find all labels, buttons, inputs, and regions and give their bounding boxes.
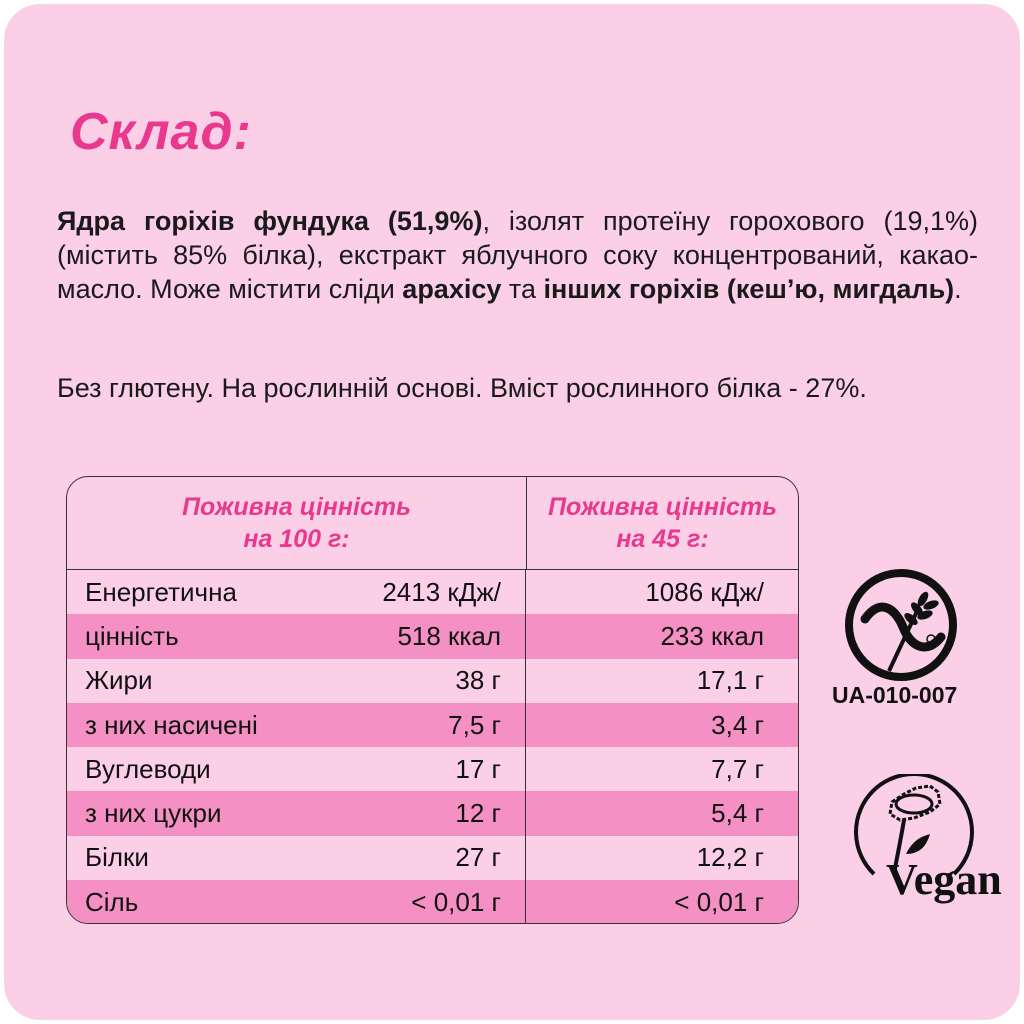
value-per-45g: < 0,01 г	[674, 886, 764, 917]
allergen-nuts: інших горіхів (кеш’ю, мигдаль)	[543, 274, 955, 304]
nutrient-label: з них насичені	[85, 709, 258, 740]
cell-per-100g: Білки 27 г	[67, 835, 526, 881]
ingredient-text: , ізолят протеїну горохового (19,1%) (мі…	[57, 206, 978, 304]
value-per-45g: 1086 кДж/	[645, 576, 764, 607]
nutrient-label: Білки	[85, 842, 149, 873]
cell-per-100g: з них цукри 12 г	[67, 791, 526, 836]
cell-per-45g: 7,7 г	[526, 747, 798, 791]
cell-per-45g: 233 ккал	[526, 614, 798, 658]
table-row: з них насичені 7,5 г 3,4 г	[67, 702, 798, 748]
value-per-45g: 7,7 г	[711, 753, 764, 784]
cell-per-100g: Вуглеводи 17 г	[67, 747, 526, 792]
header-per-100g: Поживна цінність на 100 г:	[67, 477, 527, 569]
value-per-100g: 2413 кДж/	[382, 576, 501, 607]
cell-per-45g: < 0,01 г	[526, 880, 798, 923]
cell-per-100g: цінність 518 ккал	[67, 614, 526, 659]
vegan-sunflower-icon: Vegan	[854, 774, 1002, 904]
composition-title: Склад:	[70, 103, 252, 161]
value-per-45g: 17,1 г	[696, 665, 764, 696]
nutrition-table: Поживна цінність на 100 г: Поживна цінні…	[66, 476, 799, 924]
value-per-100g: < 0,01 г	[411, 886, 501, 917]
table-row: Вуглеводи 17 г 7,7 г	[67, 747, 798, 792]
cell-per-45g: 5,4 г	[526, 791, 798, 835]
value-per-100g: 7,5 г	[448, 709, 501, 740]
value-per-100g: 12 г	[455, 798, 501, 829]
nutrient-label: Вуглеводи	[85, 753, 211, 784]
value-per-100g: 27 г	[455, 842, 501, 873]
nutrient-label: Енергетична	[85, 576, 237, 607]
nutrient-label: Жири	[85, 665, 153, 696]
value-per-45g: 233 ккал	[660, 620, 764, 651]
ingredient-text-2: та	[501, 274, 544, 304]
table-row: Сіль < 0,01 г < 0,01 г	[67, 880, 798, 923]
value-per-100g: 38 г	[455, 665, 501, 696]
header-per-45g-text: Поживна цінність на 45 г:	[548, 493, 777, 553]
cell-per-100g: Сіль < 0,01 г	[67, 880, 526, 923]
table-row: цінність 518 ккал 233 ккал	[67, 614, 798, 659]
cell-per-100g: Енергетична 2413 кДж/	[67, 570, 526, 615]
ingredient-end: .	[954, 274, 962, 304]
table-row: Енергетична 2413 кДж/1086 кДж/	[67, 570, 798, 615]
header-per-100g-text: Поживна цінність на 100 г:	[182, 493, 411, 553]
ingredients-text: Ядра горіхів фундука (51,9%), ізолят про…	[57, 204, 978, 306]
nutrient-label: Сіль	[85, 886, 139, 917]
ingredient-main: Ядра горіхів фундука (51,9%)	[57, 206, 483, 236]
gluten-free-code: UA-010-007	[832, 682, 958, 708]
cell-per-45g: 1086 кДж/	[526, 570, 798, 614]
cell-per-100g: з них насичені 7,5 г	[67, 702, 526, 748]
cell-per-45g: 12,2 г	[526, 836, 798, 880]
cell-per-45g: 17,1 г	[526, 659, 798, 703]
header-per-45g: Поживна цінність на 45 г:	[527, 477, 798, 569]
table-row: Жири 38 г 17,1 г	[67, 658, 798, 703]
crossed-grain-icon	[845, 569, 957, 681]
value-per-45g: 12,2 г	[696, 842, 764, 873]
nutrient-label: цінність	[85, 620, 179, 651]
table-row: Білки 27 г 12,2 г	[67, 835, 798, 881]
allergen-peanut: арахісу	[402, 274, 502, 304]
value-per-45g: 5,4 г	[711, 798, 764, 829]
value-per-100g: 518 ккал	[397, 620, 501, 651]
product-card: Склад: Ядра горіхів фундука (51,9%), ізо…	[4, 4, 1020, 1020]
vegan-logo-text: Vegan	[886, 855, 1002, 904]
notes-text: Без глютену. На рослинній основі. Вміст …	[57, 373, 867, 403]
table-row: з них цукри 12 г 5,4 г	[67, 791, 798, 836]
cell-per-100g: Жири 38 г	[67, 658, 526, 703]
table-header: Поживна цінність на 100 г: Поживна цінні…	[67, 477, 798, 570]
value-per-100g: 17 г	[455, 753, 501, 784]
nutrient-label: з них цукри	[85, 798, 222, 829]
cell-per-45g: 3,4 г	[526, 703, 798, 747]
value-per-45g: 3,4 г	[711, 709, 764, 740]
